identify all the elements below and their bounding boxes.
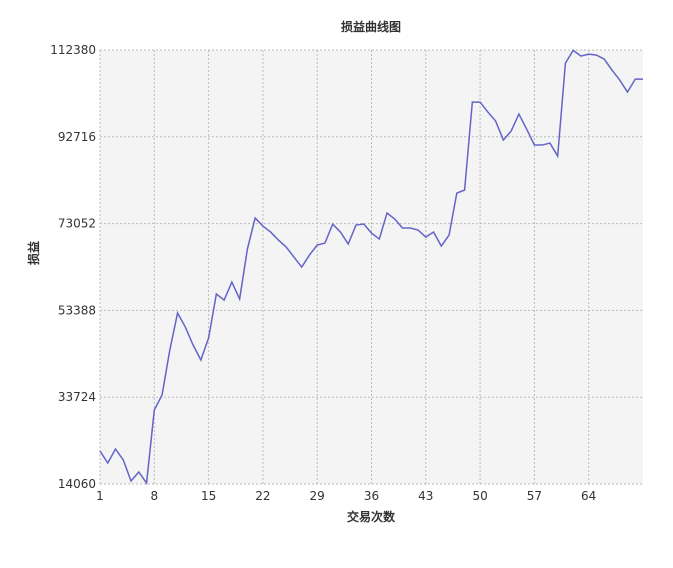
x-tick-label: 15: [201, 489, 216, 503]
x-tick-label: 64: [581, 489, 596, 503]
y-tick-label: 14060: [58, 477, 96, 491]
x-tick-label: 43: [418, 489, 433, 503]
x-tick-label: 22: [255, 489, 270, 503]
x-tick-label: 1: [96, 489, 104, 503]
chart-title: 损益曲线图: [341, 19, 401, 34]
y-tick-label: 92716: [58, 130, 96, 144]
x-tick-label: 8: [150, 489, 158, 503]
y-tick-label: 53388: [58, 303, 96, 317]
y-tick-label: 73052: [58, 217, 96, 231]
y-tick-label: 112380: [50, 43, 96, 57]
data-line: [99, 49, 643, 486]
x-tick-label: 36: [364, 489, 379, 503]
y-tick-label: 33724: [58, 390, 96, 404]
x-tick-label: 50: [472, 489, 487, 503]
y-axis-label: 损益: [26, 241, 41, 265]
x-axis-label: 交易次数: [347, 509, 396, 524]
x-tick-label: 57: [527, 489, 542, 503]
x-tick-label: 29: [310, 489, 325, 503]
